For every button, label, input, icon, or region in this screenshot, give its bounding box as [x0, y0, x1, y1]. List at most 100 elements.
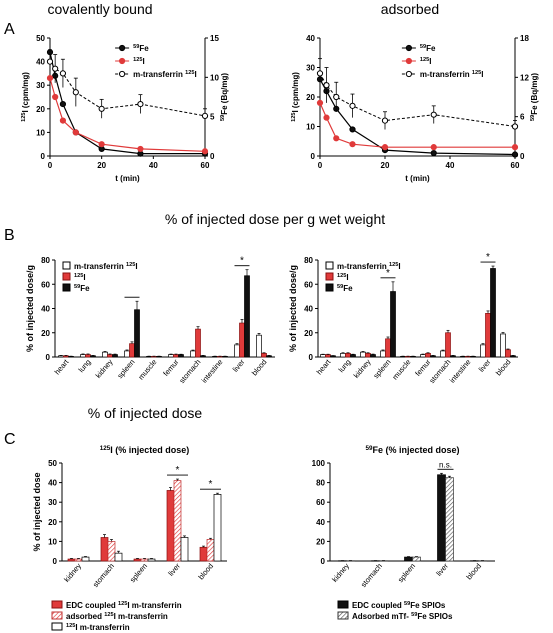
bar: [440, 350, 446, 358]
bar: [124, 350, 130, 358]
data-point: [430, 149, 437, 157]
legend-label: 125​I: [133, 57, 145, 66]
bar: [112, 354, 118, 358]
data-point: [98, 141, 105, 148]
bar: [420, 354, 426, 358]
y-axis-label: 125​I (cpm/mg): [21, 72, 30, 122]
panel-label-a: A: [4, 21, 15, 38]
bar: [510, 355, 516, 358]
significance-label: n.s.: [439, 460, 452, 469]
x-axis-label: t (min): [405, 174, 430, 183]
category-label: lung: [337, 358, 353, 375]
category-label: liver: [477, 357, 493, 374]
bar: [206, 539, 215, 562]
bar: [114, 552, 123, 562]
bar: [234, 344, 240, 358]
y-tick-label: 50: [36, 34, 45, 43]
y-tick-label: 0: [309, 353, 314, 362]
data-point: [316, 70, 324, 77]
data-point: [381, 117, 389, 124]
data-point: [333, 93, 340, 101]
legend-swatch: [51, 600, 63, 609]
significance-label: *: [386, 268, 390, 279]
legend-swatch: [62, 272, 71, 281]
y-tick-label: 10: [48, 537, 57, 546]
bar: [505, 349, 511, 358]
y-tick-label: 30: [36, 81, 45, 90]
bar: [129, 343, 135, 358]
data-point: [430, 144, 437, 151]
bar: [100, 537, 109, 562]
data-point: [72, 89, 79, 96]
significance-label: *: [176, 465, 180, 476]
category-label: kidney: [330, 561, 351, 584]
bar: [480, 344, 486, 358]
bar: [445, 332, 451, 358]
bar: [199, 546, 208, 562]
bar: [168, 354, 174, 358]
x-axis-label: t (min): [115, 174, 140, 183]
y-tick-label: 40: [36, 58, 45, 67]
y-tick-label: 40: [304, 305, 313, 314]
category-label: muscle: [136, 358, 158, 382]
bar: [133, 558, 142, 562]
category-label: liver: [166, 561, 182, 578]
y-axis-label: % of injected dose/g: [25, 265, 35, 352]
legend-swatch: [325, 261, 334, 270]
y-axis-label: 125​I (cpm/mg): [291, 72, 300, 122]
data-point: [52, 93, 59, 101]
bar: [266, 355, 272, 358]
legend-label: EDC coupled 59​Fe SPIOs: [352, 601, 446, 610]
y-tick-label: 50: [48, 459, 57, 468]
data-point: [52, 65, 59, 72]
y-tick-label: 30: [306, 64, 315, 73]
bar: [140, 558, 149, 562]
chart-title: 125​I (% injected dose): [100, 445, 190, 455]
significance-label: *: [209, 479, 213, 490]
x-tick-label: 40: [149, 161, 158, 170]
bar: [412, 556, 421, 562]
category-label: femur: [161, 357, 181, 378]
legend-swatch: [337, 611, 349, 620]
data-point: [72, 129, 79, 136]
y-tick-label: 40: [316, 518, 325, 527]
legend-swatch: [325, 283, 334, 292]
bar: [81, 556, 90, 562]
y-tick-label: 20: [306, 93, 315, 102]
data-point: [59, 100, 67, 108]
x-tick-label: 60: [201, 161, 210, 170]
significance-label: *: [486, 252, 490, 263]
category-label: heart: [315, 357, 333, 377]
bar: [63, 355, 69, 358]
y-tick-label: 30: [48, 498, 57, 507]
bar: [107, 541, 116, 562]
y-tick-label: 80: [41, 256, 50, 265]
bar: [325, 354, 331, 358]
data-point: [201, 148, 209, 155]
data-point: [333, 135, 340, 142]
legend-label: 59​Fe: [337, 284, 353, 293]
legend-marker: [119, 70, 126, 78]
bar: [195, 328, 201, 358]
legend-marker: [119, 57, 126, 65]
legend-label: m-transferrin 125​I: [337, 262, 401, 271]
category-label: kidney: [94, 357, 115, 380]
bar: [320, 354, 326, 358]
y2-tick-label: 10: [210, 73, 219, 82]
data-point: [511, 144, 519, 151]
bar: [425, 353, 431, 358]
bar: [102, 351, 108, 358]
y-axis-label: % of injected dose: [32, 472, 42, 551]
bar: [107, 354, 113, 358]
x-tick-label: 20: [97, 161, 106, 170]
category-label: blood: [196, 562, 215, 582]
bar: [190, 350, 196, 358]
data-point: [511, 151, 519, 158]
bar: [74, 558, 83, 562]
legend-label: adsorbed 125​I m-transferrin: [66, 612, 168, 621]
legend-swatch: [51, 622, 63, 631]
y2-tick-label: 5: [210, 113, 215, 122]
